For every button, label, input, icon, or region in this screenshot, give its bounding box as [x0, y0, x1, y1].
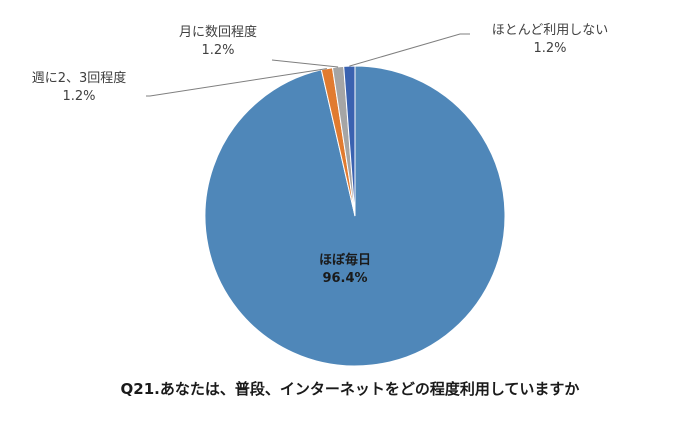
- slice-value-weekly: 1.2%: [62, 89, 96, 104]
- slice-value-daily: 96.4%: [322, 271, 368, 286]
- leader-line-weekly: [146, 68, 327, 97]
- slice-name-monthly: 月に数回程度: [178, 25, 257, 40]
- slice-label-daily: ほぼ毎日 96.4%: [290, 252, 400, 288]
- slice-name-weekly: 週に2、3回程度: [31, 71, 127, 86]
- slice-label-monthly: 月に数回程度 1.2%: [158, 24, 278, 60]
- leader-line-rarely: [349, 33, 470, 67]
- slice-label-weekly: 週に2、3回程度 1.2%: [14, 70, 144, 106]
- slice-label-rarely: ほとんど利用しない 1.2%: [470, 22, 630, 58]
- slice-name-rarely: ほとんど利用しない: [491, 23, 609, 38]
- chart-title: Q21.あなたは、普段、インターネットをどの程度利用していますか: [120, 380, 580, 398]
- leader-line-monthly: [271, 59, 339, 68]
- slice-value-monthly: 1.2%: [201, 43, 235, 58]
- slice-name-daily: ほぼ毎日: [318, 253, 371, 268]
- slice-value-rarely: 1.2%: [533, 41, 567, 56]
